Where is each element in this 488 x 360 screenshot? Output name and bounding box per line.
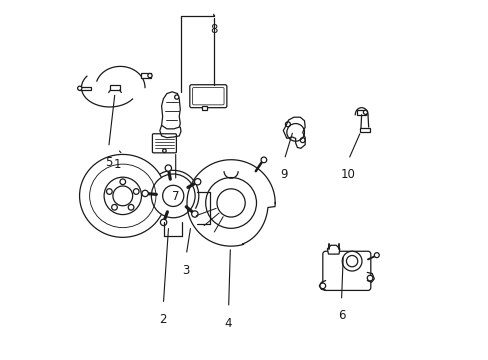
FancyBboxPatch shape: [152, 134, 176, 153]
Text: 5: 5: [105, 156, 112, 169]
Circle shape: [363, 110, 367, 114]
Text: 9: 9: [280, 168, 287, 181]
Circle shape: [366, 275, 372, 281]
Text: 3: 3: [182, 264, 189, 276]
Text: 8: 8: [210, 23, 217, 36]
Polygon shape: [161, 92, 180, 129]
Circle shape: [261, 157, 266, 163]
Polygon shape: [327, 245, 339, 254]
Text: 4: 4: [224, 316, 232, 329]
Circle shape: [160, 219, 166, 226]
Polygon shape: [141, 73, 151, 78]
Circle shape: [174, 95, 179, 99]
Circle shape: [374, 253, 379, 258]
Circle shape: [342, 251, 361, 271]
Circle shape: [104, 177, 141, 215]
Circle shape: [142, 190, 148, 197]
Circle shape: [194, 179, 201, 185]
Ellipse shape: [80, 154, 165, 237]
Polygon shape: [79, 86, 91, 90]
Circle shape: [165, 165, 171, 171]
Polygon shape: [283, 117, 305, 148]
Polygon shape: [109, 85, 120, 90]
Circle shape: [191, 211, 198, 217]
Circle shape: [78, 86, 81, 90]
Text: 2: 2: [159, 313, 167, 326]
Text: 10: 10: [341, 168, 355, 181]
Text: 7: 7: [172, 189, 179, 203]
FancyBboxPatch shape: [189, 85, 226, 108]
FancyBboxPatch shape: [322, 251, 370, 291]
Polygon shape: [359, 128, 369, 132]
Text: 1: 1: [114, 158, 121, 171]
Circle shape: [147, 73, 152, 78]
Text: 6: 6: [337, 310, 345, 323]
Circle shape: [319, 283, 325, 289]
Polygon shape: [202, 106, 207, 110]
Circle shape: [151, 174, 195, 218]
Polygon shape: [357, 110, 366, 115]
